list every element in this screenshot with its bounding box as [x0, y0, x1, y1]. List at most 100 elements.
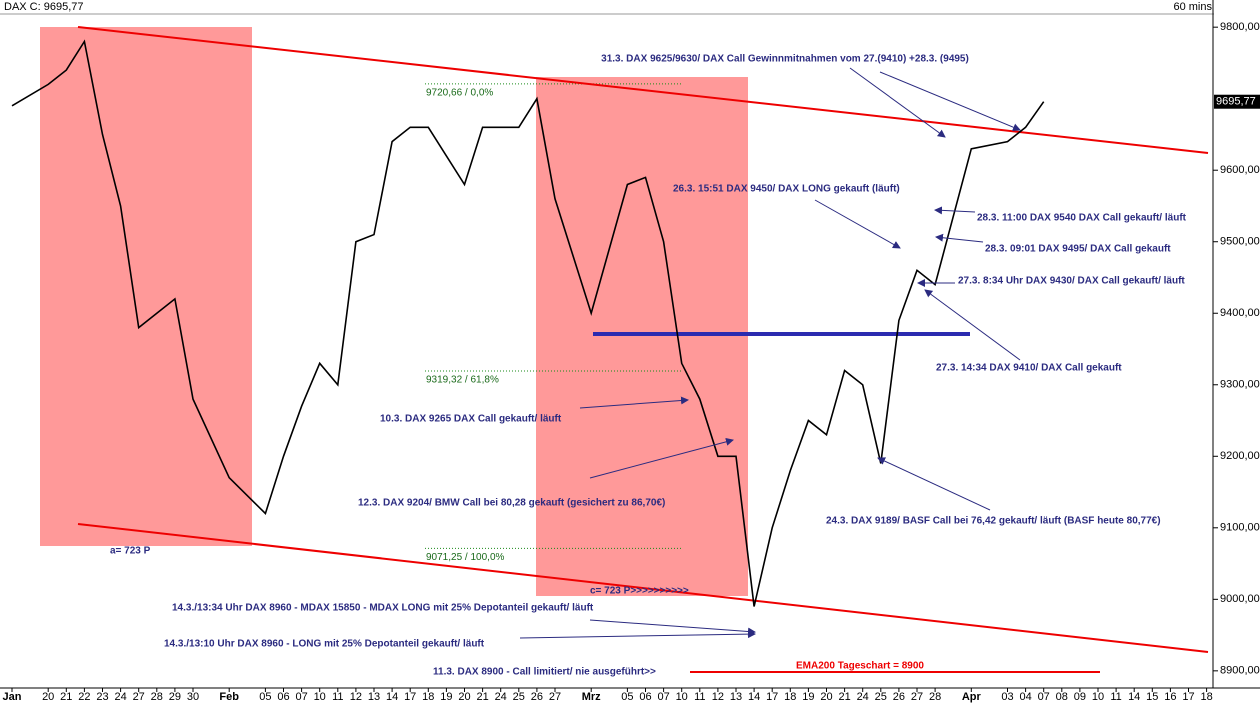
y-tick-label: 9100,00 — [1220, 522, 1260, 534]
annotation-arrow — [849, 67, 946, 138]
annotation: 12.3. DAX 9204/ BMW Call bei 80,28 gekau… — [358, 498, 665, 509]
y-tick-label: 8900,00 — [1220, 665, 1260, 677]
x-tick-label: 22 — [78, 691, 90, 703]
annotation: 11.3. DAX 8900 - Call limitiert/ nie aus… — [433, 667, 656, 678]
x-tick-label: 20 — [820, 691, 832, 703]
x-tick-label: 27 — [549, 691, 561, 703]
x-tick-label: 19 — [802, 691, 814, 703]
x-tick-label: Mrz — [582, 691, 601, 703]
x-tick-label: 06 — [639, 691, 651, 703]
x-tick-label: 10 — [314, 691, 326, 703]
annotation-arrow — [924, 289, 1021, 361]
annotation: c= 723 P>>>>>>>>>> — [590, 586, 689, 597]
x-tick-label: 07 — [1038, 691, 1050, 703]
x-tick-label: 20 — [458, 691, 470, 703]
x-tick-label: 15 — [1146, 691, 1158, 703]
x-tick-label: 24 — [857, 691, 869, 703]
annotation-arrow — [934, 206, 976, 215]
annotation: 28.3. 09:01 DAX 9495/ DAX Call gekauft — [985, 244, 1171, 255]
annotation-arrow — [814, 199, 901, 249]
x-tick-label: 26 — [893, 691, 905, 703]
x-tick-label: 18 — [422, 691, 434, 703]
fib-label: 9319,32 / 61,8% — [426, 375, 499, 386]
annotation-arrow — [519, 630, 756, 639]
timeframe: 60 mins — [1173, 1, 1212, 13]
x-tick-label: 18 — [1200, 691, 1212, 703]
x-tick-label: 14 — [386, 691, 398, 703]
y-tick-label: 9300,00 — [1220, 379, 1260, 391]
x-tick-label: 17 — [1182, 691, 1194, 703]
x-tick-label: 13 — [368, 691, 380, 703]
annotation: a= 723 P — [110, 546, 151, 557]
chart-title: DAX C: 9695,77 — [4, 1, 84, 13]
x-tick-label: 18 — [784, 691, 796, 703]
x-tick-label: 10 — [676, 691, 688, 703]
price-line — [11, 39, 1045, 607]
highlight-zone — [536, 77, 748, 596]
fib-label: 9071,25 / 100,0% — [426, 552, 505, 563]
x-tick-label: 23 — [96, 691, 108, 703]
x-tick-label: 12 — [712, 691, 724, 703]
x-tick-label: 13 — [730, 691, 742, 703]
x-tick-label: 06 — [277, 691, 289, 703]
x-tick-label: 20 — [42, 691, 54, 703]
x-tick-label: 14 — [748, 691, 760, 703]
x-tick-label: 17 — [766, 691, 778, 703]
annotation-arrow — [579, 396, 689, 409]
x-tick-label: 21 — [60, 691, 72, 703]
x-tick-label: 07 — [295, 691, 307, 703]
last-price-label: 9695,77 — [1216, 96, 1256, 108]
channel-lower — [77, 523, 1209, 653]
x-tick-label: 03 — [1001, 691, 1013, 703]
annotation: 14.3./13:10 Uhr DAX 8960 - LONG mit 25% … — [164, 639, 485, 650]
y-tick-label: 9800,00 — [1220, 21, 1260, 33]
annotation-arrow — [589, 619, 756, 636]
x-tick-label: 14 — [1128, 691, 1140, 703]
annotation-arrow — [589, 437, 734, 479]
ema-label: EMA200 Tageschart = 8900 — [796, 661, 924, 672]
x-tick-label: Apr — [962, 691, 982, 703]
x-tick-label: 25 — [513, 691, 525, 703]
annotation: 24.3. DAX 9189/ BASF Call bei 76,42 geka… — [826, 516, 1161, 527]
x-tick-label: 04 — [1019, 691, 1031, 703]
last-price-box — [1214, 94, 1260, 109]
x-tick-label: 25 — [875, 691, 887, 703]
x-tick-label: 21 — [476, 691, 488, 703]
x-tick-label: 09 — [1074, 691, 1086, 703]
x-tick-label: 28 — [151, 691, 163, 703]
x-tick-label: 27 — [911, 691, 923, 703]
x-tick-label: 07 — [657, 691, 669, 703]
annotation: 31.3. DAX 9625/9630/ DAX Call Gewinnmitn… — [601, 54, 969, 65]
x-tick-label: 05 — [621, 691, 633, 703]
y-tick-label: 9000,00 — [1220, 593, 1260, 605]
annotation-arrow — [877, 457, 991, 511]
x-tick-label: 11 — [1110, 691, 1121, 703]
x-tick-label: 29 — [169, 691, 181, 703]
x-tick-label: 10 — [1092, 691, 1104, 703]
x-tick-label: 24 — [495, 691, 507, 703]
annotation-arrow — [879, 71, 1021, 132]
y-tick-label: 9200,00 — [1220, 450, 1260, 462]
x-tick-label: 27 — [133, 691, 145, 703]
x-tick-label: Feb — [219, 691, 239, 703]
x-tick-label: 12 — [350, 691, 362, 703]
x-tick-label: 17 — [404, 691, 416, 703]
x-tick-label: 19 — [440, 691, 452, 703]
x-tick-label: 11 — [332, 691, 343, 703]
x-tick-label: 24 — [114, 691, 126, 703]
annotation: 10.3. DAX 9265 DAX Call gekauft/ läuft — [380, 414, 562, 425]
y-tick-label: 9400,00 — [1220, 307, 1260, 319]
annotation: 14.3./13:34 Uhr DAX 8960 - MDAX 15850 - … — [172, 603, 594, 614]
x-tick-label: Jan — [3, 691, 22, 703]
x-tick-label: 05 — [259, 691, 271, 703]
annotation: 27.3. 8:34 Uhr DAX 9430/ DAX Call gekauf… — [958, 276, 1185, 287]
x-tick-label: 11 — [694, 691, 705, 703]
annotation: 27.3. 14:34 DAX 9410/ DAX Call gekauft — [936, 363, 1122, 374]
highlight-zone — [40, 27, 252, 546]
x-tick-label: 08 — [1056, 691, 1068, 703]
fib-label: 9720,66 / 0,0% — [426, 88, 493, 99]
x-tick-label: 30 — [187, 691, 199, 703]
annotation: 28.3. 11:00 DAX 9540 DAX Call gekauft/ l… — [977, 213, 1187, 224]
y-tick-label: 9600,00 — [1220, 164, 1260, 176]
